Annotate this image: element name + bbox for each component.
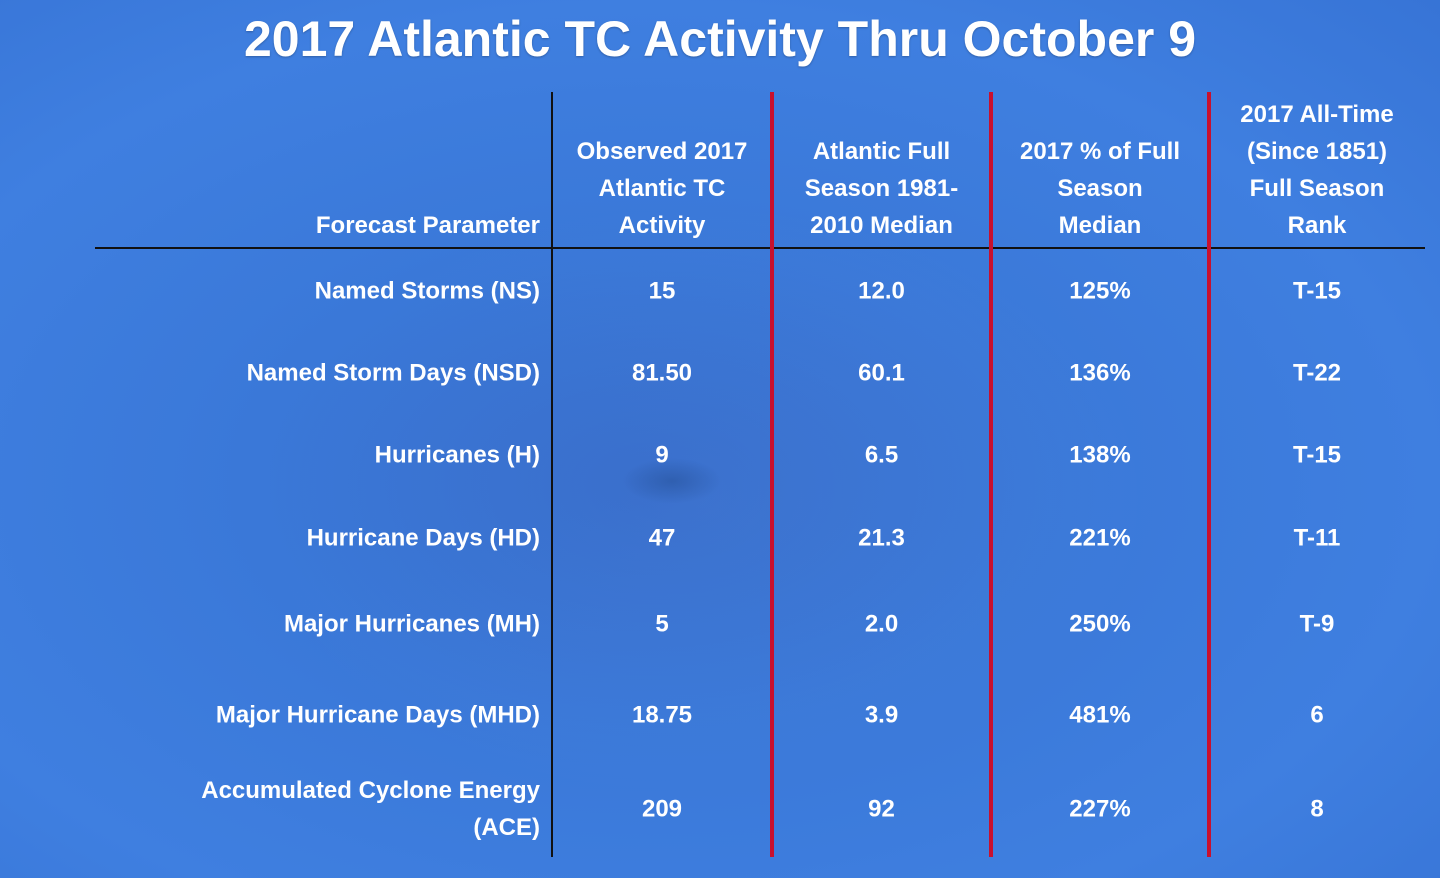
row-label: Hurricanes (H) <box>375 437 540 474</box>
table-cell: 21.3 <box>858 524 905 552</box>
column-header: Observed 2017 Atlantic TC Activity <box>552 92 772 244</box>
column-header: Forecast Parameter <box>95 92 540 244</box>
column-header-line: Forecast Parameter <box>315 212 540 239</box>
column-divider-red <box>770 92 774 857</box>
row-label: Major Hurricane Days (MHD) <box>216 697 540 734</box>
row-label-line: Hurricane Days (HD) <box>306 524 540 552</box>
table-cell: 3.9 <box>864 701 899 729</box>
column-header-line: Season 1981- <box>804 175 959 202</box>
table-cell: 136% <box>1069 359 1131 387</box>
table-cell: 227% <box>1069 795 1131 823</box>
column-header-line: 2010 Median <box>810 212 953 239</box>
table-cell: 481% <box>1069 701 1131 729</box>
row-label-line: Accumulated Cyclone Energy <box>201 777 540 804</box>
column-header-line: Full Season <box>1249 175 1385 202</box>
table-cell: T-9 <box>1299 610 1335 638</box>
row-label: Major Hurricanes (MH) <box>284 606 540 643</box>
column-header-line: Season <box>1057 175 1143 202</box>
table-cell: T-11 <box>1293 524 1341 552</box>
column-header-line: Rank <box>1287 212 1347 239</box>
table-cell: 138% <box>1069 441 1131 469</box>
table-cell: 60.1 <box>858 359 905 387</box>
table-cell: 125% <box>1069 277 1131 305</box>
column-header-line: Atlantic Full <box>812 138 951 165</box>
row-label: Hurricane Days (HD) <box>307 520 540 557</box>
table-cell: T-22 <box>1292 359 1342 387</box>
column-header-line: Activity <box>618 212 706 239</box>
row-label: Named Storm Days (NSD) <box>247 355 540 392</box>
row-label-line: Major Hurricane Days (MHD) <box>215 701 540 729</box>
header-divider <box>95 247 1425 249</box>
table-cell: 18.75 <box>631 701 693 729</box>
column-divider-red <box>989 92 993 857</box>
table-cell: 6 <box>1310 701 1324 729</box>
row-label: Named Storms (NS) <box>315 273 540 310</box>
table-cell: 6.5 <box>864 441 899 469</box>
table-cell: 221% <box>1069 524 1131 552</box>
row-label-line: Hurricanes (H) <box>374 441 540 469</box>
table-cell: 92 <box>868 795 895 823</box>
table-cell: 2.0 <box>864 610 899 638</box>
column-header-line: (Since 1851) <box>1246 138 1388 165</box>
row-label-line: Named Storm Days (NSD) <box>246 359 540 387</box>
column-header-line: 2017 All-Time <box>1240 101 1394 128</box>
row-label-line: Named Storms (NS) <box>314 277 540 305</box>
table-cell: 209 <box>641 795 683 823</box>
column-divider-black <box>551 92 553 857</box>
row-label-line: (ACE) <box>473 814 540 841</box>
table-cell: 250% <box>1069 610 1131 638</box>
table-cell: 81.50 <box>631 359 693 387</box>
table-cell: 15 <box>648 277 676 305</box>
row-label: Accumulated Cyclone Energy (ACE) <box>201 772 540 846</box>
column-divider-red <box>1207 92 1211 857</box>
table-cell: T-15 <box>1292 277 1342 305</box>
table-cell: 5 <box>655 610 669 638</box>
column-header: 2017 % of Full Season Median <box>991 92 1209 244</box>
table-cell: 47 <box>648 524 676 552</box>
column-header-line: Median <box>1058 212 1142 239</box>
table-cell: T-15 <box>1292 441 1342 469</box>
column-header-line: 2017 % of Full <box>1019 138 1181 165</box>
slide-title: 2017 Atlantic TC Activity Thru October 9 <box>243 11 1197 67</box>
column-header-line: Atlantic TC <box>598 175 726 202</box>
table-cell: 12.0 <box>858 277 905 305</box>
column-header: 2017 All-Time (Since 1851) Full Season Rank <box>1209 92 1425 244</box>
row-label-line: Major Hurricanes (MH) <box>283 610 540 638</box>
column-header-line: Observed 2017 <box>576 138 748 165</box>
table-cell: 8 <box>1310 795 1324 823</box>
column-header: Atlantic Full Season 1981- 2010 Median <box>772 92 991 244</box>
table-cell: 9 <box>655 441 669 469</box>
